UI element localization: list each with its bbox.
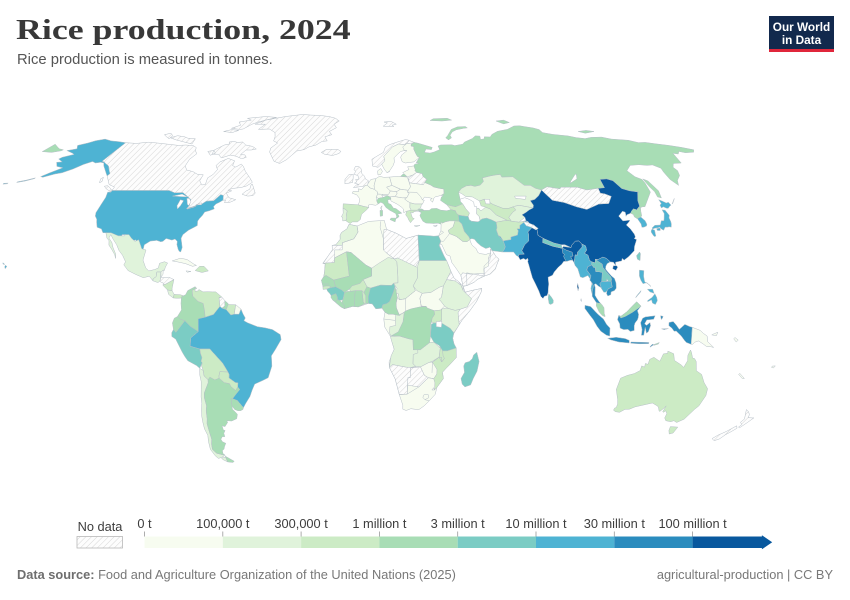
svg-text:3 million t: 3 million t — [431, 516, 485, 531]
svg-text:1 million t: 1 million t — [352, 516, 406, 531]
svg-text:100 million t: 100 million t — [658, 516, 727, 531]
svg-text:No data: No data — [78, 519, 124, 534]
svg-text:10 million t: 10 million t — [505, 516, 567, 531]
svg-text:100,000 t: 100,000 t — [196, 516, 250, 531]
svg-text:300,000 t: 300,000 t — [274, 516, 328, 531]
svg-text:0 t: 0 t — [137, 516, 152, 531]
svg-text:30 million t: 30 million t — [584, 516, 646, 531]
